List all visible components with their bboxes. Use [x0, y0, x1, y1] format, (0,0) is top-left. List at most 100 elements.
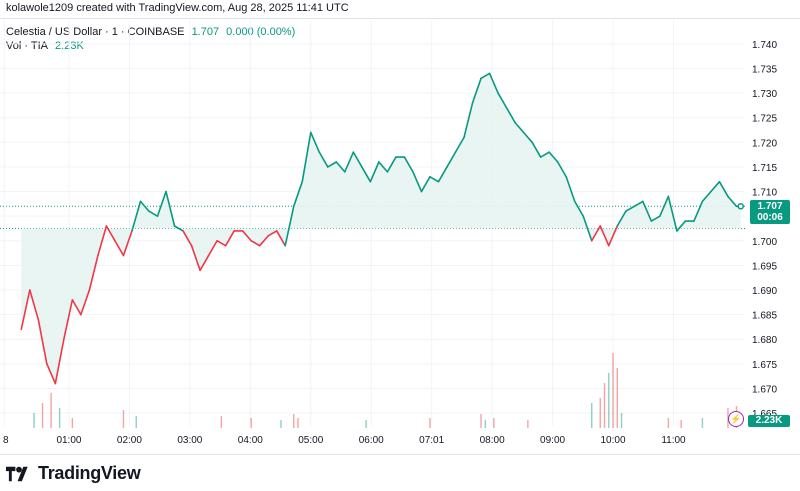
- volume-bar: [480, 414, 482, 428]
- x-tick-label: 03:00: [177, 435, 202, 446]
- price-line-segment: [275, 230, 287, 247]
- flash-icon[interactable]: ⚡: [728, 411, 744, 427]
- volume-bar: [667, 418, 670, 428]
- x-tick-label: 8: [3, 435, 9, 446]
- price-line-segment: [71, 299, 82, 316]
- x-tick-label: 01:00: [56, 435, 81, 446]
- last-price: 1.707: [191, 26, 220, 38]
- price-line-segment: [539, 151, 550, 158]
- volume-bar: [365, 420, 367, 428]
- volume-bar: [612, 353, 614, 428]
- volume-bar: [620, 413, 623, 428]
- price-chart[interactable]: 1.7401.7351.7301.7251.7201.7151.7101.705…: [0, 0, 800, 453]
- price-line-segment: [548, 151, 559, 163]
- price-line-segment: [616, 210, 627, 227]
- x-tick-label: 08:00: [480, 435, 505, 446]
- price-line-segment: [378, 161, 389, 173]
- price-line-segment: [241, 230, 252, 242]
- price-line-segment: [292, 180, 304, 208]
- bar-countdown: 00:06: [757, 212, 783, 224]
- y-tick-label: 1.700: [752, 237, 777, 248]
- price-change: 0.000 (0.00%): [226, 26, 296, 38]
- volume-bar: [701, 418, 704, 428]
- chart-frame: Celestia / US Dollar · 1 · COINBASE 1.70…: [0, 18, 800, 455]
- y-tick-label: 1.725: [752, 114, 777, 125]
- volume-bar: [58, 408, 61, 428]
- last-price-tag-value: 1.707: [757, 201, 783, 213]
- y-tick-label: 1.720: [752, 138, 777, 149]
- volume-bar: [33, 413, 35, 428]
- price-line-segment: [471, 77, 482, 104]
- price-line-segment: [148, 210, 159, 217]
- price-line-segment: [718, 180, 729, 198]
- symbol-legend[interactable]: Celestia / US Dollar · 1 · COINBASE 1.70…: [6, 26, 299, 38]
- volume-bar: [616, 368, 618, 428]
- price-line-segment: [361, 166, 372, 183]
- price-line-segment: [659, 195, 670, 217]
- y-tick-label: 1.685: [752, 311, 777, 322]
- price-line-segment: [216, 239, 227, 247]
- tradingview-logo[interactable]: TradingView: [6, 463, 141, 484]
- price-line-segment: [28, 289, 40, 321]
- price-line-segment: [224, 230, 235, 247]
- y-tick-label: 1.735: [752, 64, 777, 75]
- price-line-segment: [97, 225, 108, 257]
- tradingview-logo-icon: [6, 466, 28, 481]
- price-line-segment: [522, 131, 533, 144]
- x-tick-label: 10:00: [601, 435, 626, 446]
- price-line-segment: [156, 190, 167, 217]
- volume-bar: [727, 408, 729, 428]
- price-line-segment: [199, 254, 210, 272]
- price-line-segment: [710, 180, 721, 193]
- y-tick-label: 1.690: [752, 286, 777, 297]
- price-line-segment: [63, 299, 74, 341]
- volume-bar: [220, 416, 223, 428]
- volume-bar: [680, 420, 682, 428]
- price-line-segment: [54, 338, 65, 385]
- price-line-segment: [514, 121, 525, 134]
- y-tick-label: 1.680: [752, 335, 777, 346]
- price-line-segment: [437, 166, 448, 183]
- price-line-segment: [250, 239, 261, 247]
- price-line-segment: [412, 171, 423, 193]
- tradingview-wordmark: TradingView: [38, 463, 141, 483]
- x-tick-label: 02:00: [117, 435, 142, 446]
- volume-tag: 2.23K: [748, 415, 790, 427]
- price-line-segment: [122, 230, 133, 257]
- price-line-segment: [105, 225, 116, 242]
- volume-bar: [429, 418, 431, 428]
- y-tick-label: 1.740: [752, 40, 777, 51]
- volume-bar: [591, 403, 593, 428]
- y-tick-label: 1.710: [752, 188, 777, 199]
- price-line-segment: [80, 289, 91, 316]
- price-line-segment: [446, 151, 457, 168]
- price-line-segment: [624, 205, 636, 213]
- price-line-segment: [497, 92, 508, 109]
- price-line-segment: [207, 239, 218, 257]
- last-price-tag: 1.707 00:06: [750, 200, 790, 225]
- x-tick-label: 11:00: [661, 435, 686, 446]
- price-line-segment: [139, 200, 150, 213]
- price-line-segment: [676, 220, 687, 232]
- price-line-segment: [352, 151, 363, 168]
- y-tick-label: 1.695: [752, 261, 777, 272]
- area-fill: [21, 73, 741, 384]
- price-line-segment: [335, 161, 346, 173]
- price-line-segment: [633, 200, 644, 208]
- y-tick-label: 1.730: [752, 89, 777, 100]
- price-line-segment: [607, 225, 619, 247]
- price-line-segment: [403, 156, 414, 173]
- price-line-segment: [267, 230, 278, 237]
- volume-label: Vol · TIA: [6, 40, 48, 52]
- x-tick-label: 09:00: [540, 435, 565, 446]
- price-line-segment: [480, 72, 491, 80]
- price-line-segment: [386, 156, 397, 173]
- volume-bar: [608, 373, 610, 428]
- volume-bar: [122, 410, 125, 428]
- price-line-segment: [701, 190, 712, 203]
- x-tick-label: 06:00: [359, 435, 384, 446]
- price-line-segment: [309, 131, 321, 153]
- volume-bar: [250, 418, 252, 428]
- price-line-segment: [326, 161, 338, 168]
- volume-bar: [484, 420, 487, 428]
